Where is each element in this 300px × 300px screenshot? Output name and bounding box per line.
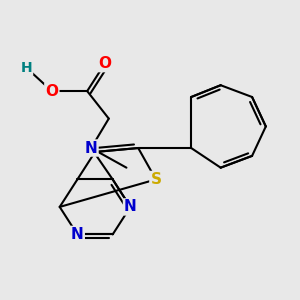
Text: O: O [45, 84, 58, 99]
Text: S: S [150, 172, 161, 187]
Text: H: H [20, 61, 32, 75]
Text: O: O [98, 56, 111, 71]
Text: N: N [71, 227, 84, 242]
Text: N: N [85, 140, 98, 155]
Text: N: N [124, 200, 137, 214]
